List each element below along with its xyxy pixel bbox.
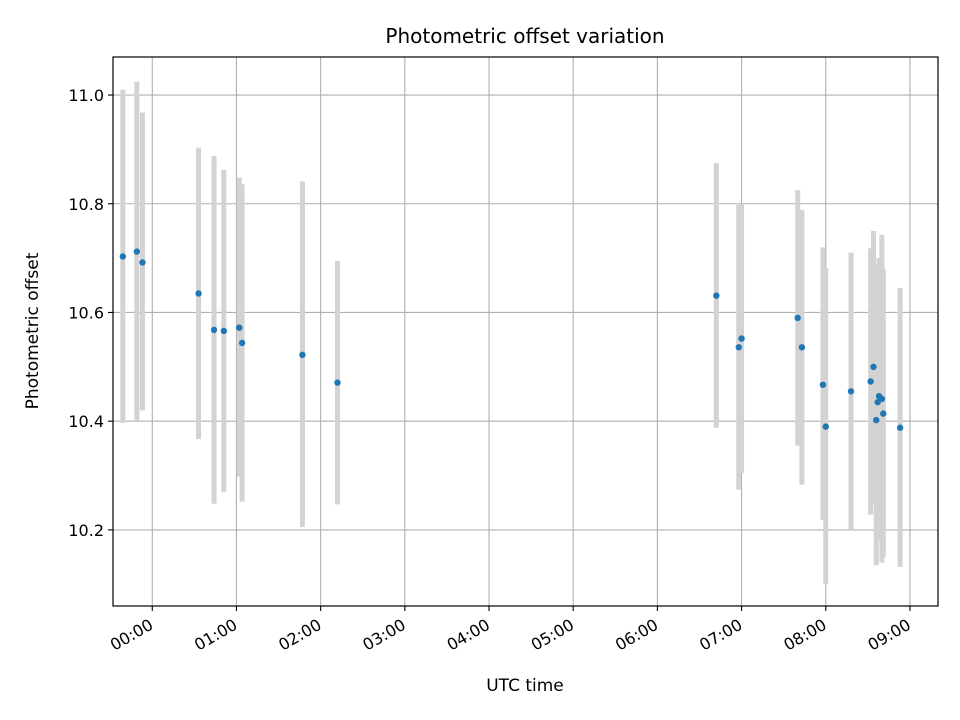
- data-point: [873, 416, 880, 424]
- data-point: [299, 351, 306, 359]
- data-point: [334, 379, 341, 386]
- y-tick-label: 10.8: [68, 195, 104, 214]
- data-point: [735, 344, 742, 351]
- data-point: [238, 339, 246, 347]
- data-points: [119, 248, 904, 431]
- y-tick-label: 11.0: [68, 86, 104, 105]
- data-point: [870, 363, 877, 371]
- data-point: [210, 326, 218, 334]
- plot-area-frame: [112, 56, 939, 607]
- x-axis-label: UTC time: [486, 676, 564, 696]
- y-tick-label: 10.2: [68, 521, 104, 540]
- y-axis-label: Photometric offset: [23, 252, 43, 409]
- data-point: [896, 424, 904, 431]
- data-point: [133, 248, 141, 255]
- data-point: [220, 327, 228, 335]
- data-point: [794, 314, 801, 322]
- data-point: [195, 290, 202, 297]
- data-point: [819, 381, 827, 388]
- y-tick-label: 10.4: [68, 412, 104, 431]
- data-point: [867, 378, 874, 385]
- y-tick-label: 10.6: [68, 303, 104, 322]
- data-point: [119, 253, 127, 260]
- data-point: [236, 324, 243, 331]
- data-point: [139, 259, 146, 266]
- data-point: [847, 388, 855, 395]
- data-point: [713, 292, 720, 299]
- y-axis-ticks: 10.2 10.4 10.6 10.8 11.0: [68, 86, 113, 540]
- data-point: [798, 344, 806, 351]
- data-point: [878, 395, 886, 403]
- data-point: [880, 410, 887, 417]
- data-point: [738, 335, 745, 342]
- grid: [113, 57, 938, 606]
- chart-title: Photometric offset variation: [385, 24, 664, 48]
- data-point: [822, 423, 829, 430]
